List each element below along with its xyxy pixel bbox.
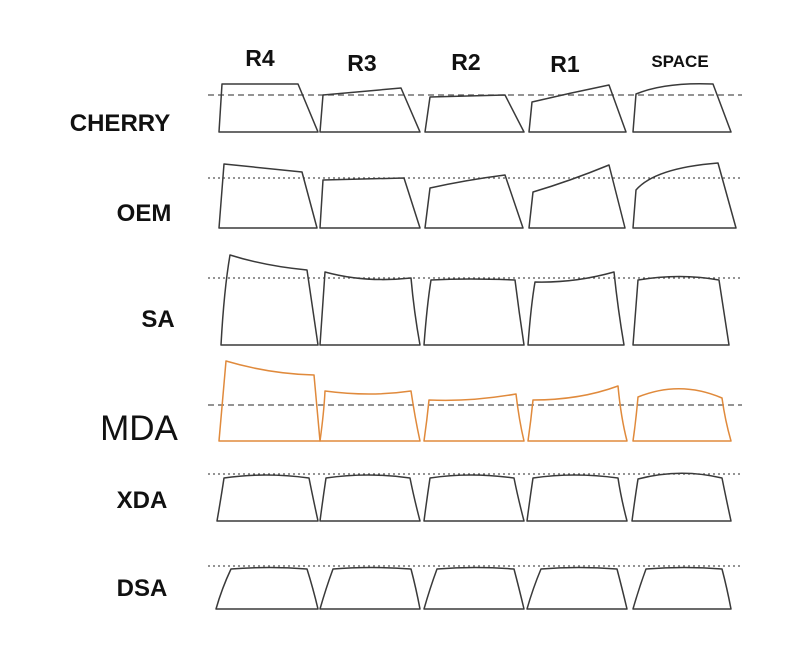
column-headers: R4 R3 R2 R1 SPACE [245, 45, 708, 77]
column-label-r4: R4 [245, 45, 275, 71]
keycap-xda-r2 [423, 474, 525, 522]
keycap-row-dsa [215, 566, 732, 610]
row-label-mda: MDA [100, 409, 178, 448]
keycap-cherry-r3 [319, 87, 421, 133]
keycap-row-mda [218, 360, 732, 442]
keycap-sa-space [632, 275, 730, 346]
keycap-oem-r4 [218, 163, 318, 229]
row-labels: CHERRY OEM SA MDA XDA DSA [70, 110, 179, 602]
keycap-sa-r1 [527, 271, 625, 346]
keycap-sa-r4 [220, 254, 319, 346]
keycap-cherry-r2 [424, 94, 525, 133]
keycap-dsa-r3 [319, 566, 421, 610]
column-label-space: SPACE [651, 52, 708, 71]
keycap-xda-r3 [319, 474, 421, 522]
keycap-sa-r3 [319, 271, 421, 346]
keycap-dsa-space [632, 566, 732, 610]
keycap-row-sa [220, 254, 730, 346]
keycap-row-cherry [218, 82, 732, 133]
keycap-row-oem [218, 162, 737, 229]
keycap-mda-space [632, 388, 732, 442]
keycap-dsa-r4 [215, 566, 319, 610]
keycap-dsa-r1 [526, 566, 628, 610]
keycap-oem-r1 [528, 164, 626, 229]
keycap-oem-r3 [319, 177, 421, 229]
keycap-xda-r1 [526, 474, 628, 522]
keycap-cherry-r1 [528, 84, 627, 133]
row-label-cherry: CHERRY [70, 110, 170, 137]
keycap-row-xda [216, 472, 732, 522]
column-label-r3: R3 [347, 50, 376, 76]
keycap-oem-space [632, 162, 737, 229]
keycap-xda-space [631, 472, 732, 522]
column-label-r2: R2 [451, 49, 480, 75]
row-label-sa: SA [141, 306, 174, 333]
keycap-sa-r2 [423, 278, 525, 346]
keycap-mda-r3 [319, 390, 421, 442]
row-label-xda: XDA [117, 487, 168, 514]
keycap-mda-r4 [218, 360, 321, 442]
row-label-dsa: DSA [117, 575, 168, 602]
keycap-xda-r4 [216, 474, 319, 522]
keycap-cherry-r4 [218, 83, 319, 133]
column-label-r1: R1 [550, 51, 580, 77]
height-guide-lines [208, 94, 742, 567]
keycap-mda-r1 [527, 385, 628, 442]
keycap-cherry-space [632, 82, 732, 133]
keycap-oem-r2 [424, 174, 524, 229]
keycap-mda-r2 [423, 393, 525, 442]
row-label-oem: OEM [117, 200, 172, 227]
keycap-dsa-r2 [423, 566, 525, 610]
